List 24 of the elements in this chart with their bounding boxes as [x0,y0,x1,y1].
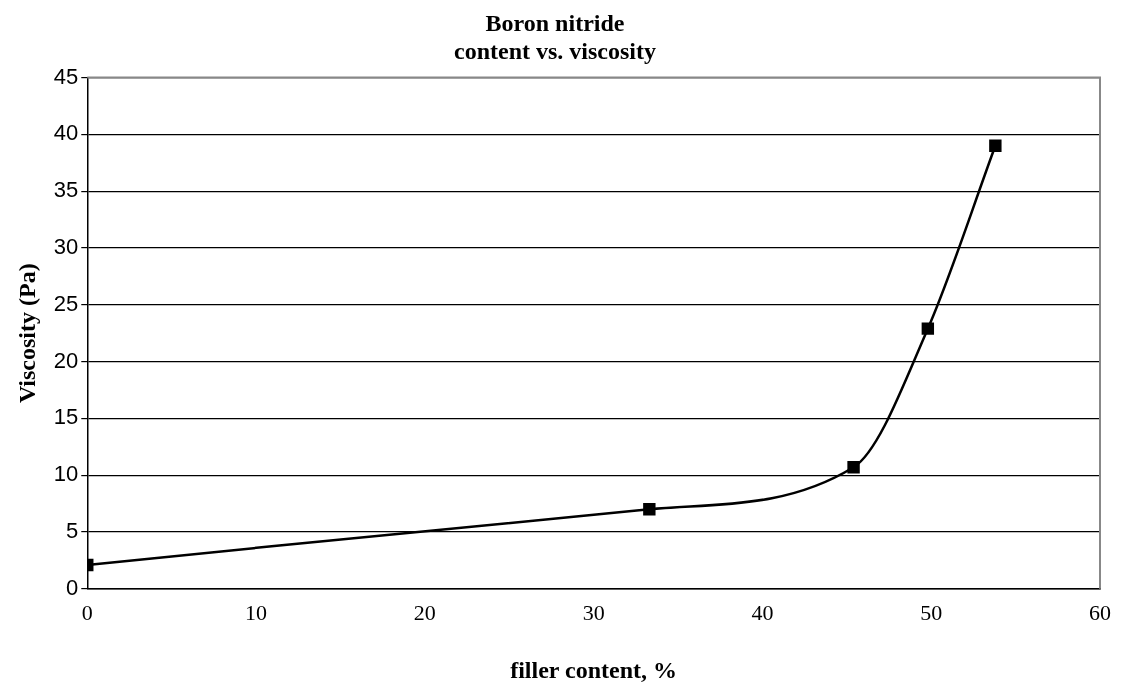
y-tick-label: 40 [53,120,79,146]
x-tick-label: 40 [751,599,774,625]
y-tick-label: 20 [53,347,79,373]
y-tick-label: 10 [53,461,79,487]
y-tick-label: 15 [53,404,79,430]
text: Boron nitride [485,9,625,36]
x-tick-label: 10 [245,599,268,625]
y-tick-label: 25 [53,290,79,316]
x-tick-label: 30 [582,599,605,625]
x-tick-label: 60 [1089,599,1111,625]
point [989,139,1002,152]
x-axis-title: filler content, % [510,656,678,683]
x-tick-label: 20 [413,599,436,625]
y-axis-title: Viscosity (Pa) [13,263,40,404]
y-tick-label: 0 [66,574,79,600]
text: content vs. viscosity [454,38,656,65]
y-tick-label: 30 [53,234,79,260]
y-tick-label: 5 [66,518,79,544]
x-tick-label: 50 [920,599,943,625]
y-tick-label: 45 [53,63,79,89]
point [921,322,935,335]
point [643,503,656,516]
point [847,461,860,474]
y-tick-label: 35 [53,177,79,203]
